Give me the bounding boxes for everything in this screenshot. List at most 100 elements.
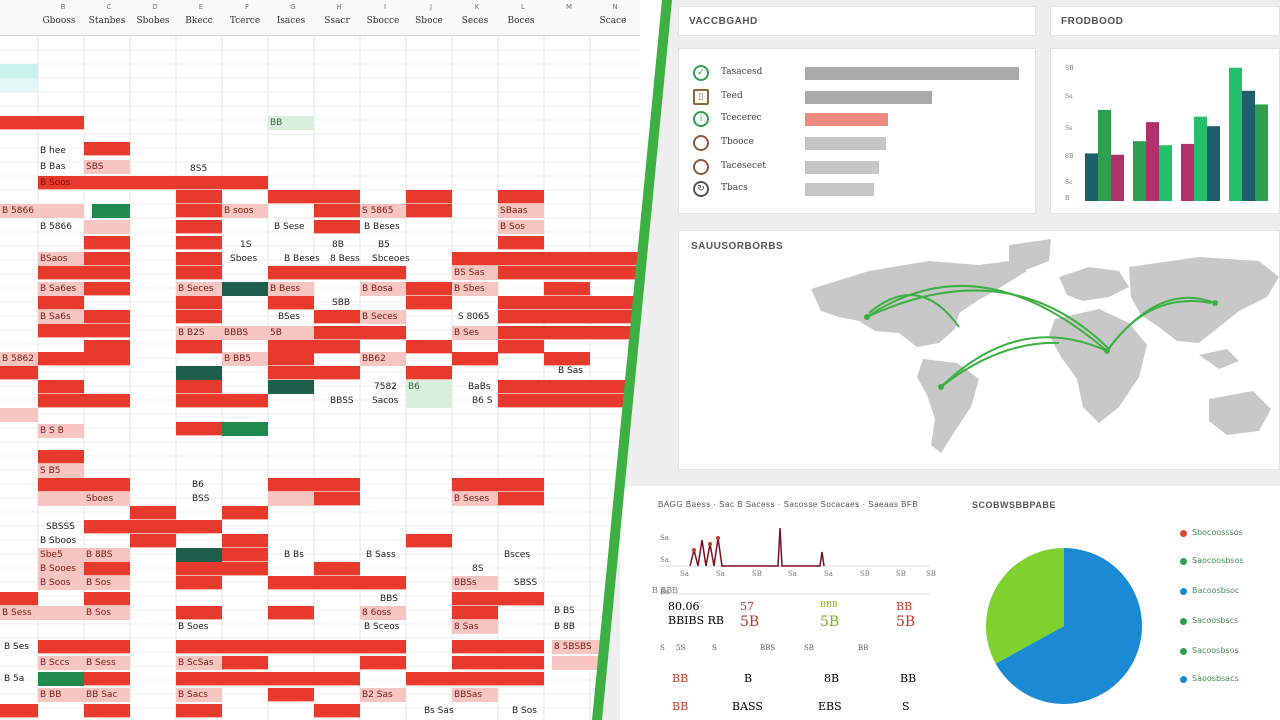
sheet-cell[interactable] (84, 252, 130, 266)
sheet-cell[interactable] (176, 548, 222, 562)
sheet-cell[interactable] (38, 492, 84, 506)
sheet-cell[interactable] (38, 478, 84, 492)
sheet-cell[interactable] (84, 520, 130, 534)
column-header[interactable]: Sbobes (136, 16, 170, 26)
sheet-cell[interactable] (38, 352, 84, 366)
sheet-cell[interactable]: BB Sac (84, 688, 130, 702)
column-letter[interactable]: G (290, 3, 296, 11)
bar-chart[interactable] (1051, 49, 1280, 215)
sheet-cell[interactable]: BBS (380, 594, 398, 604)
sheet-cell[interactable] (268, 266, 360, 280)
sheet-cell[interactable]: B B2S (176, 326, 222, 340)
sheet-cell[interactable] (38, 324, 130, 338)
sheet-cell[interactable]: B Sess (0, 606, 84, 620)
sheet-cell[interactable] (0, 116, 84, 130)
sheet-cell[interactable]: B Sas (558, 366, 583, 376)
sheet-cell[interactable]: B Sos (498, 220, 544, 234)
sheet-cell[interactable] (84, 310, 130, 324)
sheet-cell[interactable]: BaBs (468, 382, 491, 392)
sheet-cell[interactable]: Sboes (230, 254, 258, 264)
sheet-cell[interactable] (130, 520, 176, 534)
sheet-cell[interactable] (176, 380, 222, 394)
sheet-cell[interactable] (176, 366, 222, 380)
sheet-cell[interactable] (0, 592, 38, 606)
column-letter[interactable]: B (60, 3, 66, 11)
location-pin[interactable] (1212, 300, 1218, 306)
sheet-cell[interactable] (38, 296, 84, 310)
sheet-cell[interactable] (176, 520, 222, 534)
sheet-cell[interactable]: B Bas (40, 162, 66, 172)
sheet-cell[interactable]: B Soos (38, 576, 84, 590)
progress-row[interactable]: ↻ Tbacs (693, 181, 1033, 197)
sheet-cell[interactable] (314, 326, 406, 340)
sheet-cell[interactable] (268, 688, 314, 702)
column-header[interactable]: Ssacr (324, 16, 350, 26)
sheet-cell[interactable] (314, 310, 360, 324)
sheet-cell[interactable] (84, 282, 130, 296)
legend-item[interactable]: Sacoosbsos (1180, 646, 1280, 658)
sheet-cell[interactable] (176, 562, 268, 576)
column-header[interactable]: Gbooss (42, 16, 76, 26)
sheet-cell[interactable]: BBSas (452, 688, 498, 702)
column-header[interactable]: Bkecc (185, 16, 213, 26)
sheet-cell[interactable] (130, 506, 176, 520)
sheet-cell[interactable] (314, 204, 360, 218)
sheet-cell[interactable] (38, 266, 84, 280)
sheet-cell[interactable] (406, 394, 452, 408)
bar[interactable] (1133, 141, 1146, 201)
sheet-cell[interactable]: 8B (332, 240, 344, 250)
sheet-cell[interactable] (406, 672, 452, 686)
sheet-cell[interactable] (498, 236, 544, 250)
bar[interactable] (1207, 126, 1220, 201)
sheet-cell[interactable] (406, 534, 452, 548)
sheet-cell[interactable] (314, 220, 360, 234)
sheet-cell[interactable] (176, 576, 222, 590)
sheet-cell[interactable] (498, 266, 638, 280)
sheet-cell[interactable]: Sbe5 (38, 548, 84, 562)
column-letter[interactable]: M (565, 3, 573, 11)
sheet-cell[interactable] (84, 176, 130, 190)
column-letter[interactable]: L (521, 3, 525, 11)
sheet-cell[interactable]: B Bosa (360, 282, 406, 296)
sheet-cell[interactable] (498, 380, 638, 394)
sheet-cell[interactable] (452, 352, 498, 366)
sheet-cell[interactable]: Sacos (372, 396, 399, 406)
sheet-cell[interactable] (406, 204, 452, 218)
sheet-cell[interactable]: B Seces (176, 282, 222, 296)
sheet-cell[interactable]: SBB (332, 298, 351, 308)
sheet-cell[interactable]: 8 Bess (330, 254, 360, 264)
sheet-cell[interactable]: Sboes (84, 492, 130, 506)
sheet-cell[interactable] (268, 576, 314, 590)
sheet-cell[interactable] (0, 366, 38, 380)
sheet-cell[interactable]: B2 Sas (360, 688, 406, 702)
sheet-cell[interactable] (84, 352, 130, 366)
sheet-cell[interactable]: B Beses (284, 254, 320, 264)
legend-item[interactable]: Bacoosbsoc (1180, 586, 1280, 598)
sheet-cell[interactable] (406, 340, 452, 354)
sheet-cell[interactable]: B Sese (274, 222, 305, 232)
sheet-cell[interactable]: 5B (268, 326, 314, 340)
sheet-cell[interactable]: B Sceos (364, 622, 400, 632)
sheet-cell[interactable]: SBSSS (46, 522, 75, 532)
sheet-cell[interactable] (452, 672, 544, 686)
sheet-cell[interactable] (0, 408, 38, 422)
sheet-cell[interactable] (176, 310, 222, 324)
sheet-cell[interactable] (498, 252, 638, 266)
sheet-cell[interactable] (498, 296, 638, 310)
sheet-cell[interactable]: B hee (40, 146, 66, 156)
sheet-cell[interactable]: BSes (278, 312, 300, 322)
sheet-cell[interactable] (360, 640, 406, 654)
column-letter[interactable]: F (244, 3, 250, 11)
column-letter[interactable]: D (152, 3, 158, 11)
sheet-cell[interactable]: B5 (378, 240, 390, 250)
sheet-cell[interactable] (222, 548, 268, 562)
sheet-cell[interactable]: B Sa6s (38, 310, 84, 324)
sheet-cell[interactable] (314, 704, 360, 718)
sheet-cell[interactable] (130, 176, 222, 190)
sheet-cell[interactable] (176, 704, 222, 718)
sheet-cell[interactable] (176, 252, 222, 266)
sheet-cell[interactable] (268, 352, 314, 366)
world-map[interactable] (679, 231, 1280, 471)
sheet-cell[interactable] (268, 190, 314, 204)
sheet-cell[interactable] (130, 534, 176, 548)
